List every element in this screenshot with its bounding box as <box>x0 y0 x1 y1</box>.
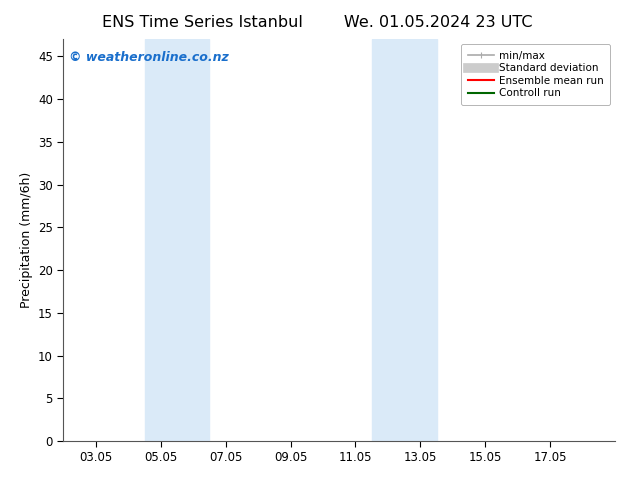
Legend: min/max, Standard deviation, Ensemble mean run, Controll run: min/max, Standard deviation, Ensemble me… <box>462 45 610 105</box>
Text: © weatheronline.co.nz: © weatheronline.co.nz <box>69 51 229 64</box>
Y-axis label: Precipitation (mm/6h): Precipitation (mm/6h) <box>20 172 32 308</box>
Text: ENS Time Series Istanbul        We. 01.05.2024 23 UTC: ENS Time Series Istanbul We. 01.05.2024 … <box>101 15 533 30</box>
Bar <box>372 39 437 441</box>
Bar <box>145 39 209 441</box>
